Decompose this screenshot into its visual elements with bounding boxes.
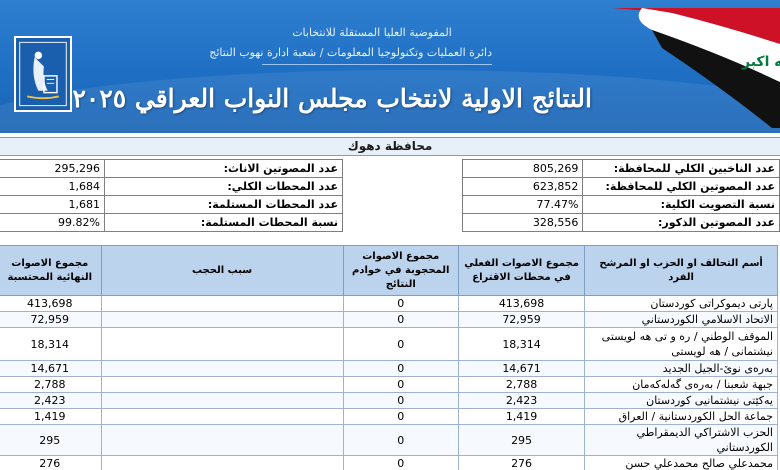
iraq-flag-icon: الله اكبر bbox=[612, 8, 780, 128]
summary-label: نسبة التصويت الكلية: bbox=[582, 195, 780, 214]
total-votes-cell: 413,698 bbox=[0, 295, 102, 312]
actual-votes-cell: 72,959 bbox=[457, 311, 586, 328]
table-row: 2,423 0 2,423 يەكێتی نیشتمانیی كوردستان bbox=[0, 392, 778, 409]
total-votes-cell: 295 bbox=[0, 424, 102, 456]
actual-votes-cell: 276 bbox=[457, 455, 586, 470]
block-reason-cell bbox=[100, 295, 344, 312]
block-reason-cell bbox=[100, 360, 344, 377]
province-bar: محافظة دهوك bbox=[0, 137, 780, 156]
summary-table-right: 805,269 عدد الناخبين الكلي للمحافظة: 623… bbox=[461, 159, 780, 232]
actual-votes-cell: 295 bbox=[457, 424, 586, 456]
summary-value: 328,556 bbox=[461, 213, 584, 232]
total-votes-cell: 2,788 bbox=[0, 376, 102, 393]
actual-votes-cell: 2,423 bbox=[457, 392, 586, 409]
blocked-votes-cell: 0 bbox=[342, 424, 459, 456]
party-name-cell: جماعة الحل الكوردستانية / العراق bbox=[584, 408, 778, 425]
summary-label: عدد المحطات الكلي: bbox=[104, 177, 343, 196]
blocked-votes-cell: 0 bbox=[342, 360, 459, 377]
summary-label: عدد الناخبين الكلي للمحافظة: bbox=[582, 159, 780, 178]
summary-row: 295,296 عدد المصوتين الاناث: bbox=[0, 159, 343, 178]
party-name-cell: يەكێتی نیشتمانیی كوردستان bbox=[584, 392, 778, 409]
header-subtitle-2: دائرة العمليات وتكنولوجيا المعلومات / شع… bbox=[209, 46, 492, 59]
header-banner: المفوضية العليا المستقلة للانتخابات دائر… bbox=[0, 0, 780, 133]
summary-label: نسبة المحطات المستلمة: bbox=[104, 213, 343, 232]
blocked-votes-cell: 0 bbox=[342, 311, 459, 328]
header-actual-votes: مجموع الاصوات الفعلي في محطات الاقتراع bbox=[457, 245, 586, 296]
party-name-cell: پارتى ديموكراتى كوردستان bbox=[584, 295, 778, 312]
block-reason-cell bbox=[100, 311, 344, 328]
block-reason-cell bbox=[100, 392, 344, 409]
party-name-cell: محمدعلي صالح محمدعلي حسن bbox=[584, 455, 778, 470]
blocked-votes-cell: 0 bbox=[342, 295, 459, 312]
table-row: 14,671 0 14,671 بەرەی نوێ-الجيل الجديد bbox=[0, 360, 778, 377]
blocked-votes-cell: 0 bbox=[342, 392, 459, 409]
summary-row: 99.82% نسبة المحطات المستلمة: bbox=[0, 213, 343, 232]
summary-row: 77.47% نسبة التصويت الكلية: bbox=[461, 195, 780, 214]
summary-row: 1,684 عدد المحطات الكلي: bbox=[0, 177, 343, 196]
blocked-votes-cell: 0 bbox=[342, 376, 459, 393]
header-party-name: أسم التحالف او الحزب او المرشح الفرد bbox=[584, 245, 778, 296]
blocked-votes-cell: 0 bbox=[342, 408, 459, 425]
header-blocked-votes: مجموع الاصوات المحجوبة في خوادم النتائج bbox=[342, 245, 459, 296]
summary-value: 1,681 bbox=[0, 195, 105, 214]
summary-value: 1,684 bbox=[0, 177, 105, 196]
table-row: 1,419 0 1,419 جماعة الحل الكوردستانية / … bbox=[0, 408, 778, 425]
actual-votes-cell: 14,671 bbox=[457, 360, 586, 377]
header-block-reason: سبب الحجب bbox=[100, 245, 344, 296]
ihec-logo-icon bbox=[14, 36, 72, 112]
results-header-row: مجموع الاصوات النهائية المحتسبة سبب الحج… bbox=[0, 245, 778, 296]
blocked-votes-cell: 0 bbox=[342, 327, 459, 361]
summary-label: عدد المصوتين الكلي للمحافظة: bbox=[582, 177, 780, 196]
block-reason-cell bbox=[100, 376, 344, 393]
party-name-cell: الحزب الاشتراكي الديمقراطي الكوردستاني bbox=[584, 424, 778, 456]
actual-votes-cell: 2,788 bbox=[457, 376, 586, 393]
results-table: مجموع الاصوات النهائية المحتسبة سبب الحج… bbox=[0, 245, 778, 470]
header-total-votes: مجموع الاصوات النهائية المحتسبة bbox=[0, 245, 102, 296]
table-row: 295 0 295 الحزب الاشتراكي الديمقراطي الك… bbox=[0, 424, 778, 456]
table-row: 413,698 0 413,698 پارتى ديموكراتى كوردست… bbox=[0, 295, 778, 312]
table-row: 72,959 0 72,959 الاتحاد الاسلامي الكوردس… bbox=[0, 311, 778, 328]
block-reason-cell bbox=[100, 408, 344, 425]
actual-votes-cell: 18,314 bbox=[457, 327, 586, 361]
party-name-cell: جبهة شعبنا / بەرەی گەلەکەمان bbox=[584, 376, 778, 393]
total-votes-cell: 72,959 bbox=[0, 311, 102, 328]
summary-value: 295,296 bbox=[0, 159, 105, 178]
svg-text:الله اكبر: الله اكبر bbox=[741, 54, 780, 70]
table-row: 18,314 0 18,314 الموقف الوطني / ره و تى … bbox=[0, 327, 778, 361]
page-title: النتائج الاولية لانتخاب مجلس النواب العر… bbox=[72, 84, 592, 113]
summary-value: 99.82% bbox=[0, 213, 105, 232]
summary-row: 328,556 عدد المصوتين الذكور: bbox=[461, 213, 780, 232]
summary-label: عدد المصوتين الاناث: bbox=[104, 159, 343, 178]
header-divider bbox=[262, 64, 492, 65]
party-name-cell: الاتحاد الاسلامي الكوردستاني bbox=[584, 311, 778, 328]
block-reason-cell bbox=[100, 455, 344, 470]
party-name-cell: بەرەی نوێ-الجيل الجديد bbox=[584, 360, 778, 377]
total-votes-cell: 14,671 bbox=[0, 360, 102, 377]
summary-row: 623,852 عدد المصوتين الكلي للمحافظة: bbox=[461, 177, 780, 196]
party-name-cell: الموقف الوطني / ره و تى هه لويستى نيشتما… bbox=[584, 327, 778, 361]
total-votes-cell: 1,419 bbox=[0, 408, 102, 425]
total-votes-cell: 276 bbox=[0, 455, 102, 470]
table-row: 276 0 276 محمدعلي صالح محمدعلي حسن bbox=[0, 455, 778, 470]
table-row: 2,788 0 2,788 جبهة شعبنا / بەرەی گەلەکەم… bbox=[0, 376, 778, 393]
actual-votes-cell: 413,698 bbox=[457, 295, 586, 312]
blocked-votes-cell: 0 bbox=[342, 455, 459, 470]
summary-table-left: 295,296 عدد المصوتين الاناث: 1,684 عدد ا… bbox=[0, 159, 343, 232]
summary-value: 77.47% bbox=[461, 195, 584, 214]
summary-row: 805,269 عدد الناخبين الكلي للمحافظة: bbox=[461, 159, 780, 178]
total-votes-cell: 2,423 bbox=[0, 392, 102, 409]
block-reason-cell bbox=[100, 424, 344, 456]
block-reason-cell bbox=[100, 327, 344, 361]
header-subtitle-1: المفوضية العليا المستقلة للانتخابات bbox=[292, 26, 452, 39]
summary-label: عدد المحطات المستلمة: bbox=[104, 195, 343, 214]
summary-value: 623,852 bbox=[461, 177, 584, 196]
total-votes-cell: 18,314 bbox=[0, 327, 102, 361]
summary-row: 1,681 عدد المحطات المستلمة: bbox=[0, 195, 343, 214]
summary-label: عدد المصوتين الذكور: bbox=[582, 213, 780, 232]
actual-votes-cell: 1,419 bbox=[457, 408, 586, 425]
summary-value: 805,269 bbox=[461, 159, 584, 178]
